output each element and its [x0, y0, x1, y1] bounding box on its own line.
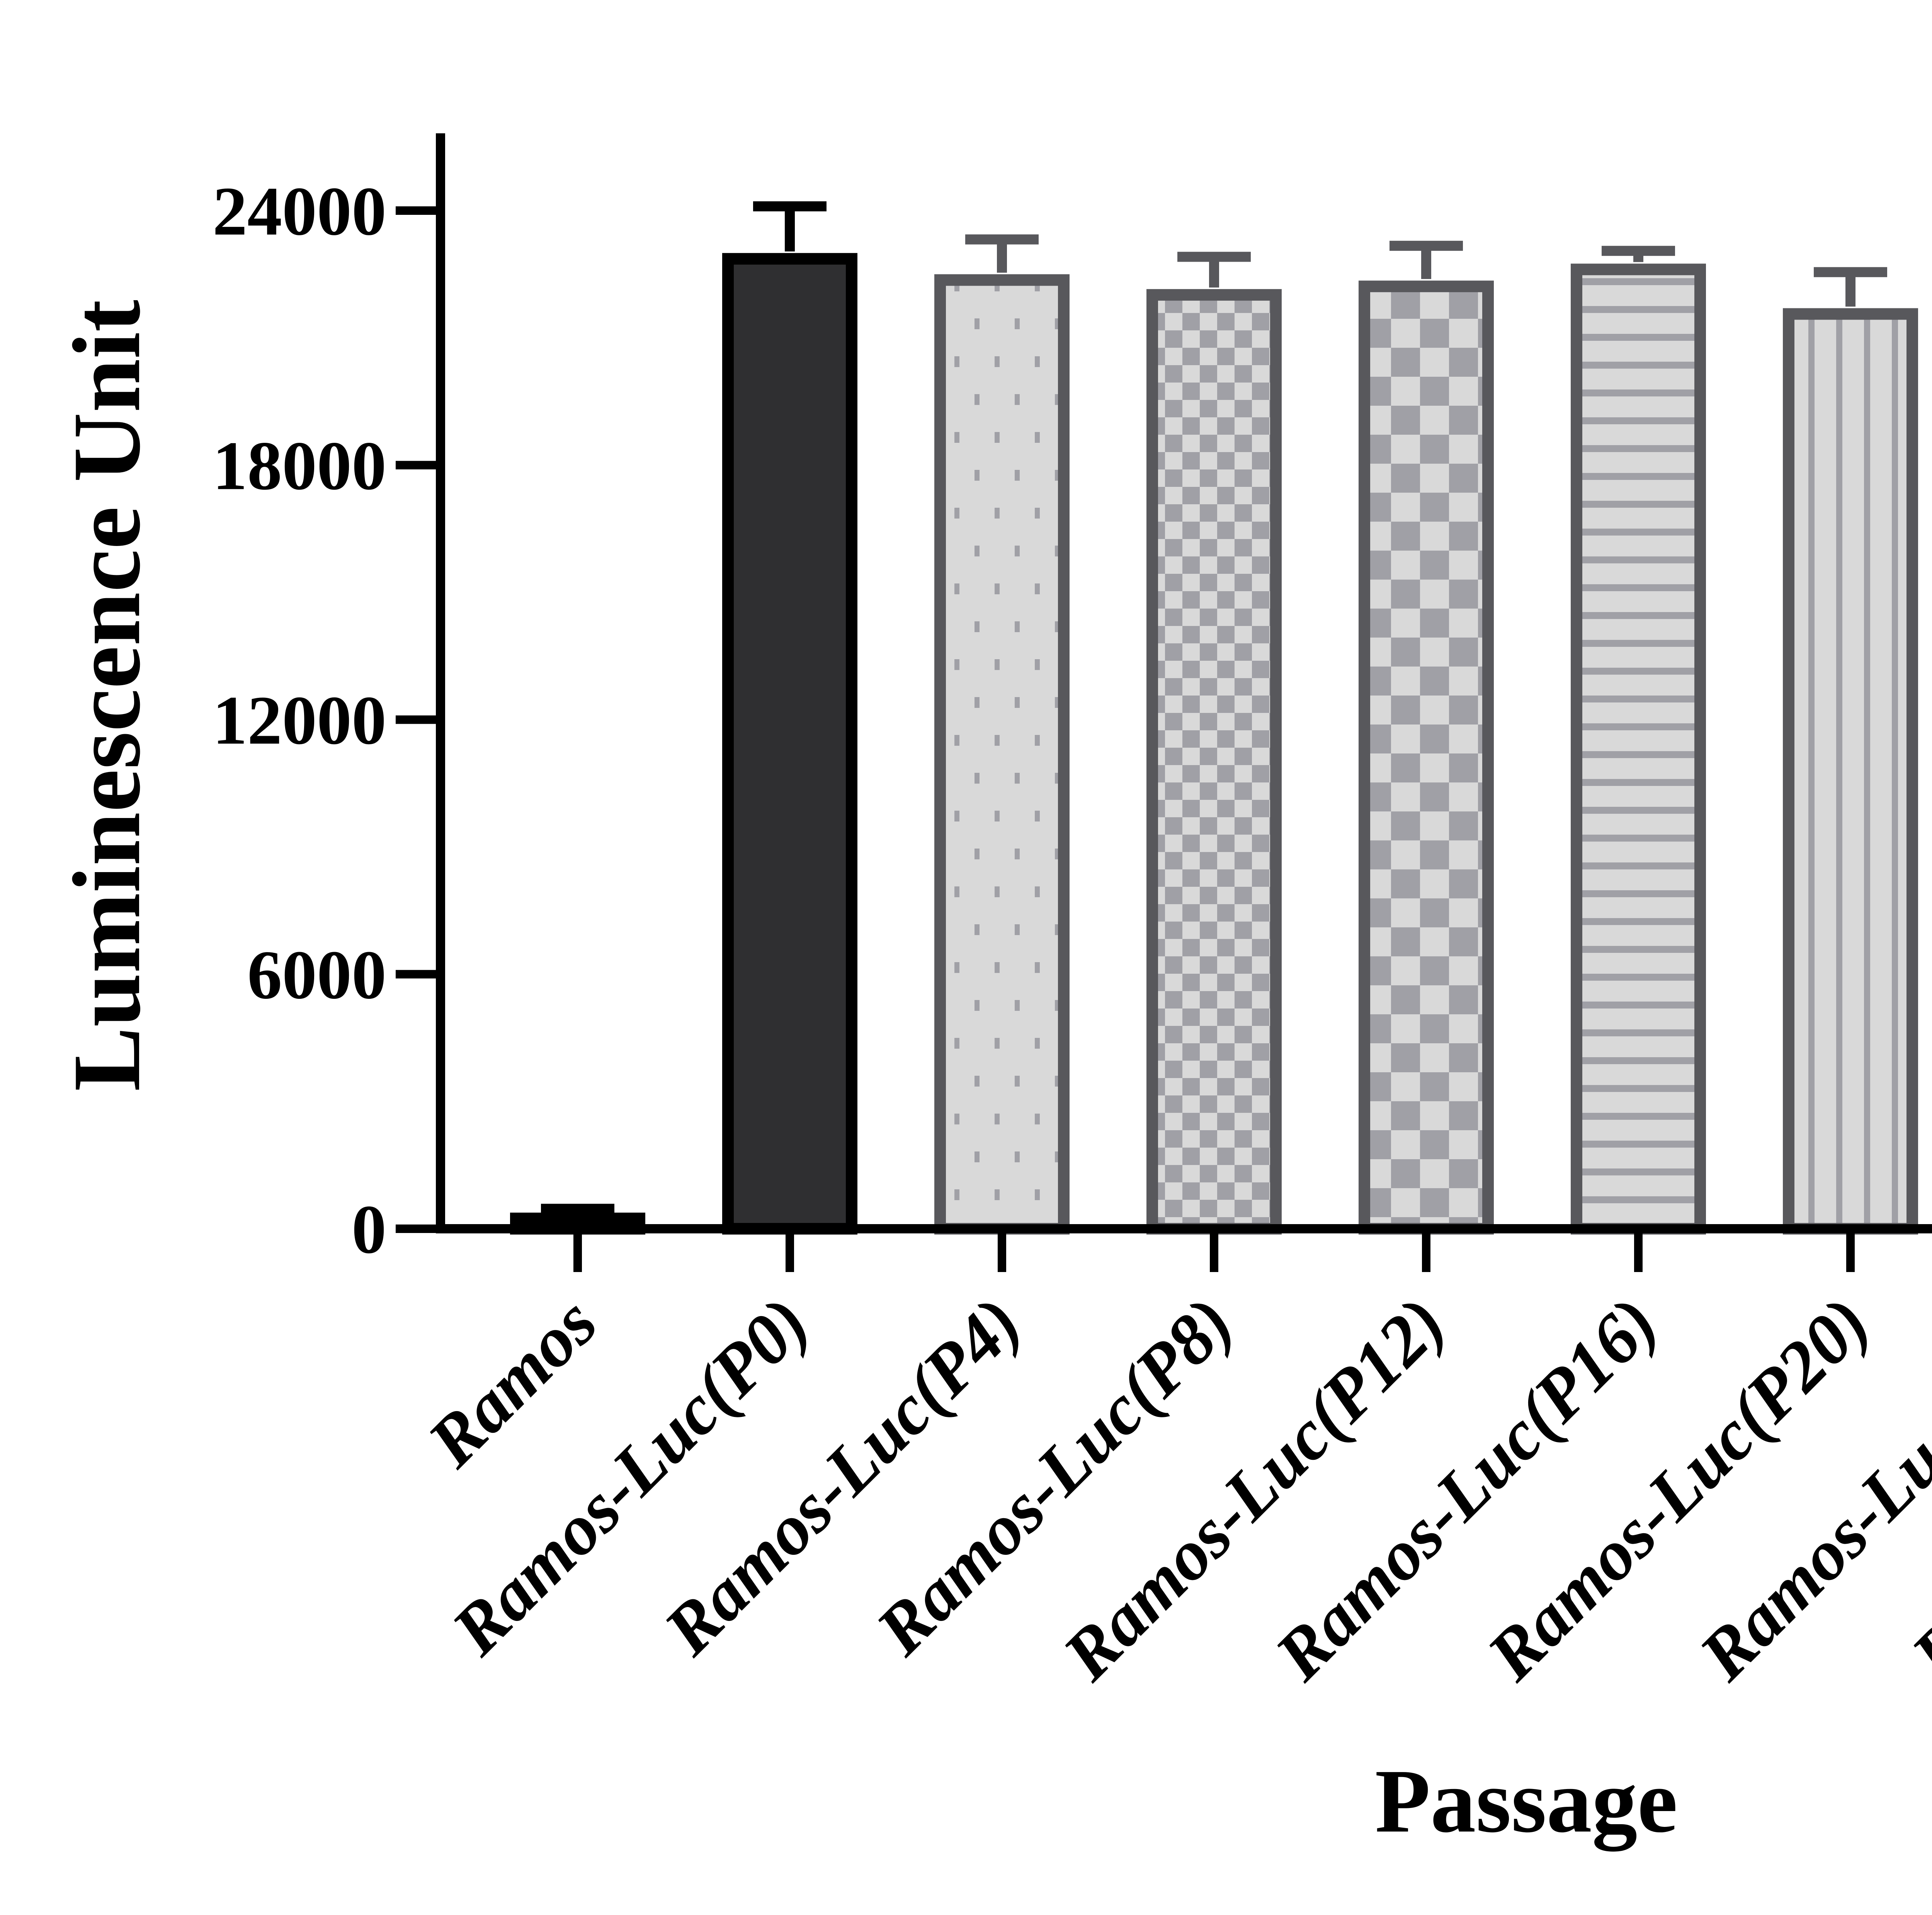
y-tick-label: 24000 [213, 173, 386, 250]
error-bar-ramos-luc-p4 [965, 234, 1039, 273]
bars-group [510, 253, 1918, 1235]
error-bar-ramos [541, 1204, 614, 1214]
bar-ramos-luc-p16 [1571, 264, 1706, 1235]
axes-group [396, 133, 1932, 1272]
bar-ramos-luc-p8 [1146, 289, 1282, 1235]
error-bar-ramos-luc-p8 [1177, 252, 1251, 288]
error-bar-ramos-luc-p0 [753, 201, 827, 252]
x-category-label-ramos-luc-p16: Ramos-Luc(P16) [1260, 1282, 1673, 1696]
x-category-label-ramos-luc-p8: Ramos-Luc(P8) [861, 1282, 1248, 1670]
x-category-label-ramos-luc-p12: Ramos-Luc(P12) [1048, 1282, 1461, 1696]
bar-ramos-luc-p4 [934, 274, 1070, 1235]
y-tick-label: 0 [352, 1191, 386, 1268]
bar-ramos-luc-p12 [1359, 281, 1494, 1235]
bar-ramos-luc-p0 [722, 253, 857, 1235]
y-tick-label: 18000 [213, 427, 386, 504]
error-bars-group [541, 201, 1887, 1214]
x-category-label-ramos-luc-p4: Ramos-Luc(P4) [649, 1282, 1036, 1670]
y-axis-title: Luminescence Unit [53, 300, 160, 1091]
error-bar-ramos-luc-p16 [1602, 246, 1675, 262]
error-bar-ramos-luc-p12 [1389, 241, 1463, 279]
x-category-label-ramos-luc-p20: Ramos-Luc(P20) [1472, 1282, 1885, 1696]
bar-ramos-luc-p20 [1783, 308, 1918, 1235]
x-category-label-ramos: Ramos [413, 1282, 612, 1482]
y-tick-label: 6000 [247, 936, 386, 1013]
x-axis-title: Passage [1375, 1751, 1677, 1852]
y-tick-label: 12000 [213, 682, 386, 759]
x-category-label-ramos-luc-p0: Ramos-Luc(P0) [437, 1282, 824, 1670]
error-bar-ramos-luc-p20 [1814, 267, 1887, 307]
